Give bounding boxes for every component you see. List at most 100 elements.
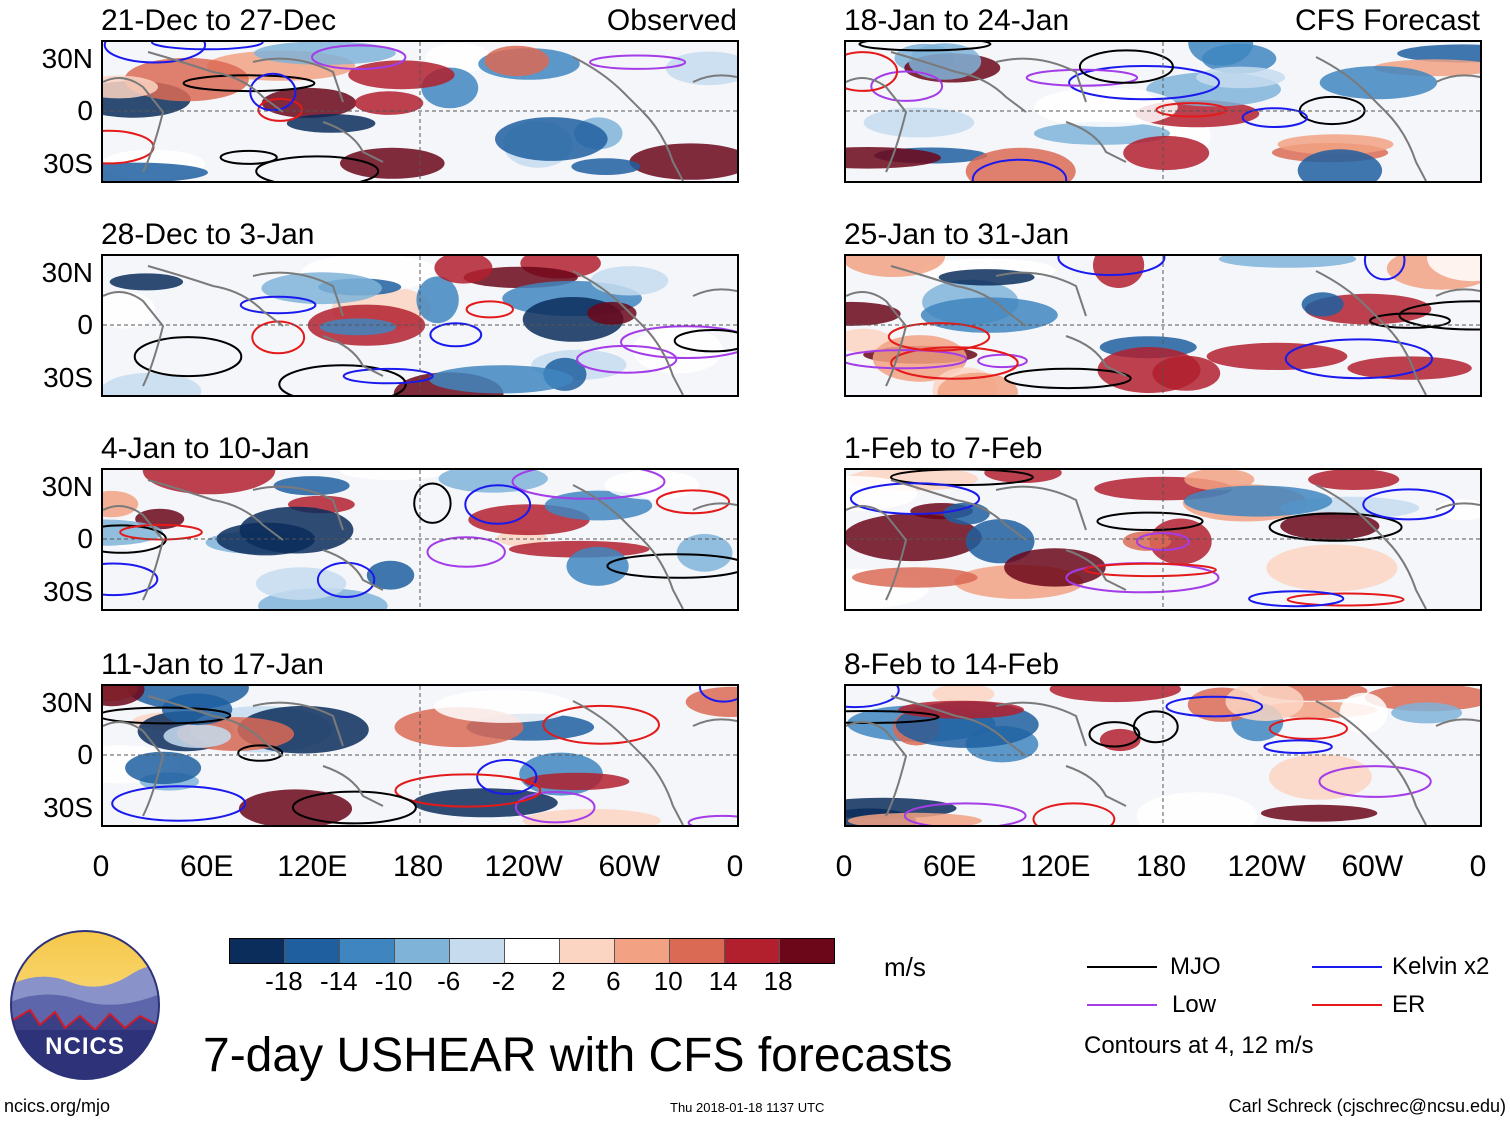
- colorbar-swatch: [505, 939, 560, 963]
- wave-contour: [687, 814, 737, 825]
- wave-contour: [576, 344, 678, 374]
- main-title: 7-day USHEAR with CFS forecasts: [203, 1029, 953, 1082]
- legend-mjo-label: MJO: [1170, 953, 1221, 980]
- shear-anomaly-blob: [261, 272, 382, 305]
- shear-anomaly-blob: [163, 724, 232, 748]
- lon-label: 0: [835, 850, 853, 883]
- panel-title: 4-Jan to 10-Jan: [101, 432, 310, 465]
- shear-anomaly-blob: [340, 147, 445, 179]
- lon-label: 120E: [1020, 850, 1091, 883]
- colorbar-swatch: [670, 939, 725, 963]
- coastline: [103, 51, 737, 181]
- wave-contour: [887, 322, 991, 352]
- shear-anomaly-blob: [1033, 121, 1171, 145]
- lon-label: 180: [392, 850, 444, 883]
- shear-anomaly-blob: [103, 75, 158, 99]
- wave-contour: [846, 51, 899, 92]
- lat-label: 30S: [43, 792, 93, 823]
- shear-anomaly-blob: [965, 519, 1035, 564]
- shear-anomaly-blob: [1184, 470, 1255, 491]
- wave-contour: [620, 325, 737, 359]
- shear-anomaly-blob: [1136, 792, 1258, 825]
- lon-label: 60E: [179, 850, 234, 883]
- footer-url[interactable]: ncics.org/mjo: [4, 1096, 111, 1116]
- colorbar-tick: -14: [320, 966, 358, 996]
- lat-label: 30N: [41, 471, 93, 502]
- wave-contour: [511, 470, 666, 500]
- panel-title: 28-Dec to 3-Jan: [101, 218, 315, 251]
- wave-contour: [1398, 300, 1480, 331]
- shear-anomaly-blob: [1260, 804, 1378, 822]
- wave-contour: [1004, 367, 1132, 390]
- lon-label: 60E: [922, 850, 977, 883]
- wave-contour: [1088, 721, 1141, 748]
- footer-credit: Carl Schreck (cjschrec@ncsu.edu): [1228, 1096, 1506, 1116]
- panel-tag: Observed: [606, 4, 737, 37]
- colorbar-swatch: [615, 939, 670, 963]
- colorbar-tick: -6: [437, 966, 461, 996]
- wave-contour: [698, 686, 737, 703]
- shear-anomaly-blob: [286, 114, 376, 133]
- shear-anomaly-blob: [604, 470, 700, 500]
- coastline: [103, 695, 737, 825]
- coastline: [846, 265, 1480, 395]
- shear-anomaly-blob: [1308, 470, 1400, 490]
- panel-title: 11-Jan to 17-Jan: [101, 648, 324, 681]
- wave-contour: [394, 773, 542, 808]
- shear-anomaly-blob: [676, 533, 733, 572]
- colorbar: [229, 938, 835, 964]
- shear-anomaly-blob: [1122, 531, 1172, 551]
- wave-contour: [1268, 717, 1348, 740]
- colorbar-swatch: [230, 939, 285, 963]
- lat-label: 0: [77, 523, 93, 554]
- shear-anomaly-blob: [416, 276, 459, 324]
- colorbar-tick: 2: [551, 966, 566, 996]
- wave-contour: [1248, 590, 1345, 608]
- panel-title: 1-Feb to 7-Feb: [844, 432, 1043, 465]
- shear-anomaly-blob: [109, 273, 184, 291]
- shear-map-panel: [101, 684, 739, 827]
- wave-contour: [1363, 256, 1406, 281]
- shear-anomaly-blob: [846, 513, 982, 562]
- legend-mjo-line: [1087, 966, 1157, 968]
- shear-anomaly-blob: [1188, 42, 1254, 66]
- shear-map-panel: [844, 684, 1482, 827]
- shear-anomaly-blob: [103, 291, 156, 329]
- wave-contour: [1369, 312, 1451, 329]
- shear-anomaly-blob: [632, 326, 723, 374]
- shear-anomaly-blob: [1427, 256, 1480, 282]
- wave-contour: [1032, 802, 1116, 825]
- shear-anomaly-blob: [412, 788, 558, 818]
- shear-anomaly-blob: [665, 51, 737, 86]
- lon-label: 60W: [1341, 850, 1404, 883]
- lon-label: 0: [726, 850, 744, 883]
- lat-label: 30N: [41, 687, 93, 718]
- shear-map-panel: [844, 254, 1482, 397]
- wave-contour: [465, 300, 514, 319]
- shear-anomaly-blob: [1034, 87, 1178, 127]
- legend-kelvin-line: [1312, 966, 1382, 968]
- shear-anomaly-blob: [103, 490, 139, 518]
- wave-contour: [514, 791, 596, 824]
- wave-contour: [249, 72, 297, 112]
- wave-contour: [251, 320, 306, 355]
- shear-anomaly-blob: [1196, 66, 1286, 89]
- colorbar-swatch: [450, 939, 505, 963]
- shear-anomaly-blob: [965, 147, 1076, 181]
- shear-anomaly-blob: [273, 476, 350, 496]
- wave-contour: [1078, 49, 1174, 84]
- legend-kelvin-label: Kelvin x2: [1392, 953, 1490, 980]
- lat-label: 0: [77, 95, 93, 126]
- wave-contour: [1096, 511, 1204, 531]
- shear-anomaly-blob: [846, 476, 918, 511]
- panel-title: 8-Feb to 14-Feb: [844, 648, 1060, 681]
- lon-label: 120E: [277, 850, 348, 883]
- coastline: [846, 695, 1480, 825]
- shear-anomaly-blob: [1093, 256, 1145, 288]
- panel-title: 25-Jan to 31-Jan: [844, 218, 1070, 251]
- shear-anomaly-blob: [1277, 134, 1394, 155]
- shear-anomaly-blob: [348, 60, 455, 90]
- shear-anomaly-blob: [103, 372, 202, 395]
- wave-contour: [846, 349, 968, 370]
- wave-contour: [655, 489, 731, 515]
